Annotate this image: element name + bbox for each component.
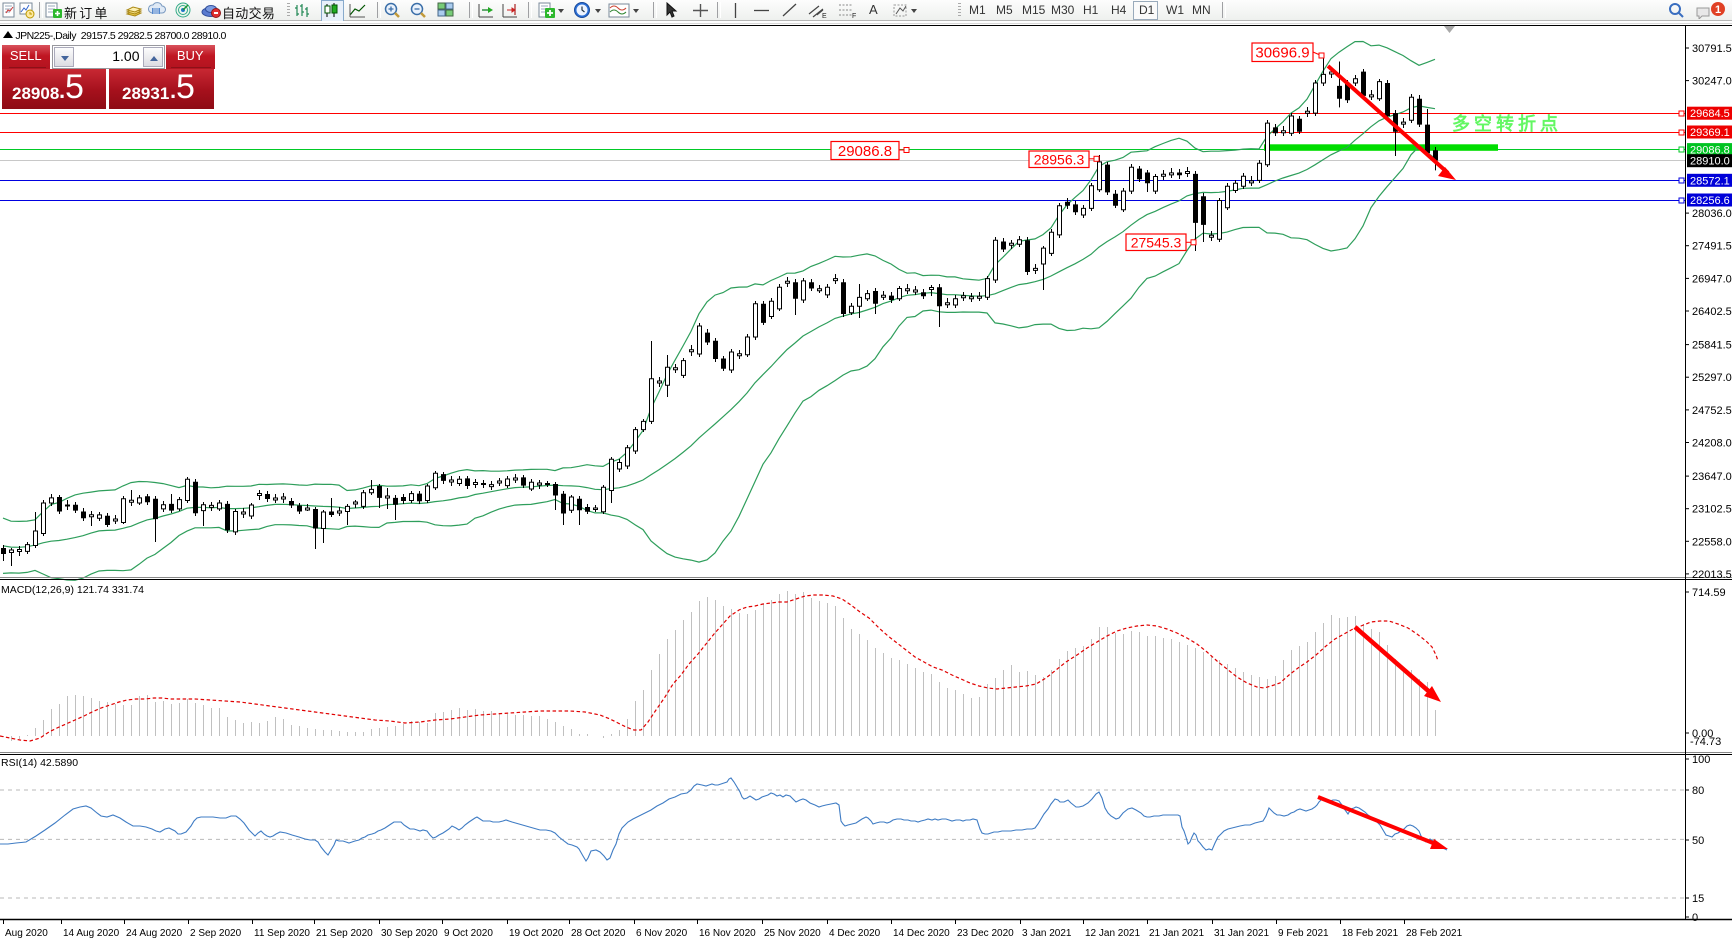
svg-text:24 Aug 2020: 24 Aug 2020 bbox=[126, 928, 183, 939]
svg-text:4 Dec 2020: 4 Dec 2020 bbox=[829, 928, 881, 939]
svg-text:15: 15 bbox=[1692, 893, 1704, 905]
svg-text:E: E bbox=[822, 13, 827, 19]
svg-text:9 Feb 2021: 9 Feb 2021 bbox=[1278, 928, 1329, 939]
svg-text:25 Nov 2020: 25 Nov 2020 bbox=[764, 928, 821, 939]
svg-text:30 Sep 2020: 30 Sep 2020 bbox=[381, 928, 438, 939]
svg-text:21 Jan 2021: 21 Jan 2021 bbox=[1149, 928, 1204, 939]
svg-text:25841.5: 25841.5 bbox=[1692, 340, 1732, 352]
svg-text:0: 0 bbox=[1692, 912, 1698, 924]
svg-text:22013.5: 22013.5 bbox=[1692, 569, 1732, 581]
svg-text:23102.5: 23102.5 bbox=[1692, 504, 1732, 516]
svg-text:2 Sep 2020: 2 Sep 2020 bbox=[190, 928, 242, 939]
svg-text:29086.8: 29086.8 bbox=[838, 143, 892, 160]
svg-text:26947.0: 26947.0 bbox=[1692, 273, 1732, 285]
svg-text:24208.0: 24208.0 bbox=[1692, 438, 1732, 450]
svg-text:19 Oct 2020: 19 Oct 2020 bbox=[509, 928, 564, 939]
svg-text:3 Jan 2021: 3 Jan 2021 bbox=[1022, 928, 1072, 939]
svg-text:30696.9: 30696.9 bbox=[1255, 45, 1309, 62]
svg-text:Aug 2020: Aug 2020 bbox=[5, 928, 48, 939]
svg-text:28956.3: 28956.3 bbox=[1034, 151, 1085, 167]
svg-text:24752.5: 24752.5 bbox=[1692, 405, 1732, 417]
svg-text:12 Jan 2021: 12 Jan 2021 bbox=[1085, 928, 1140, 939]
svg-text:31 Jan 2021: 31 Jan 2021 bbox=[1214, 928, 1269, 939]
svg-text:30791.5: 30791.5 bbox=[1692, 43, 1732, 55]
svg-text:25297.0: 25297.0 bbox=[1692, 372, 1732, 384]
svg-text:16 Nov 2020: 16 Nov 2020 bbox=[699, 928, 756, 939]
svg-text:9 Oct 2020: 9 Oct 2020 bbox=[444, 928, 493, 939]
svg-text:21 Sep 2020: 21 Sep 2020 bbox=[316, 928, 373, 939]
svg-text:18 Feb 2021: 18 Feb 2021 bbox=[1342, 928, 1399, 939]
svg-text:80: 80 bbox=[1692, 785, 1704, 797]
svg-text:27545.3: 27545.3 bbox=[1131, 234, 1182, 250]
svg-text:100: 100 bbox=[1692, 754, 1710, 766]
svg-text:28910.0: 28910.0 bbox=[1690, 156, 1730, 168]
svg-text:28572.1: 28572.1 bbox=[1690, 175, 1730, 187]
svg-text:28256.6: 28256.6 bbox=[1690, 195, 1730, 207]
svg-text:22558.0: 22558.0 bbox=[1692, 536, 1732, 548]
svg-text:F: F bbox=[852, 13, 856, 19]
svg-text:14 Dec 2020: 14 Dec 2020 bbox=[893, 928, 950, 939]
svg-text:29369.1: 29369.1 bbox=[1690, 127, 1730, 139]
svg-text:28 Oct 2020: 28 Oct 2020 bbox=[571, 928, 626, 939]
svg-text:1: 1 bbox=[1715, 4, 1721, 16]
svg-text:-74.73: -74.73 bbox=[1690, 736, 1721, 748]
svg-text:多空转折点: 多空转折点 bbox=[1452, 113, 1562, 134]
svg-text:11 Sep 2020: 11 Sep 2020 bbox=[254, 928, 310, 939]
svg-text:27491.5: 27491.5 bbox=[1692, 241, 1732, 253]
svg-text:RSI(14) 42.5890: RSI(14) 42.5890 bbox=[1, 757, 78, 769]
svg-text:23 Dec 2020: 23 Dec 2020 bbox=[957, 928, 1014, 939]
svg-text:26402.5: 26402.5 bbox=[1692, 306, 1732, 318]
svg-text:23647.0: 23647.0 bbox=[1692, 471, 1732, 483]
svg-text:30247.0: 30247.0 bbox=[1692, 76, 1732, 88]
svg-text:0.00: 0.00 bbox=[1692, 728, 1713, 740]
svg-text:29684.5: 29684.5 bbox=[1690, 108, 1730, 120]
svg-text:29086.8: 29086.8 bbox=[1690, 145, 1730, 157]
svg-text:MACD(12,26,9) 121.74 331.74: MACD(12,26,9) 121.74 331.74 bbox=[1, 584, 144, 596]
svg-text:28036.0: 28036.0 bbox=[1692, 208, 1732, 220]
svg-text:6 Nov 2020: 6 Nov 2020 bbox=[636, 928, 688, 939]
svg-text:714.59: 714.59 bbox=[1692, 587, 1726, 599]
svg-text:50: 50 bbox=[1692, 835, 1704, 847]
svg-text:28 Feb 2021: 28 Feb 2021 bbox=[1406, 928, 1463, 939]
svg-text:14 Aug 2020: 14 Aug 2020 bbox=[63, 928, 120, 939]
